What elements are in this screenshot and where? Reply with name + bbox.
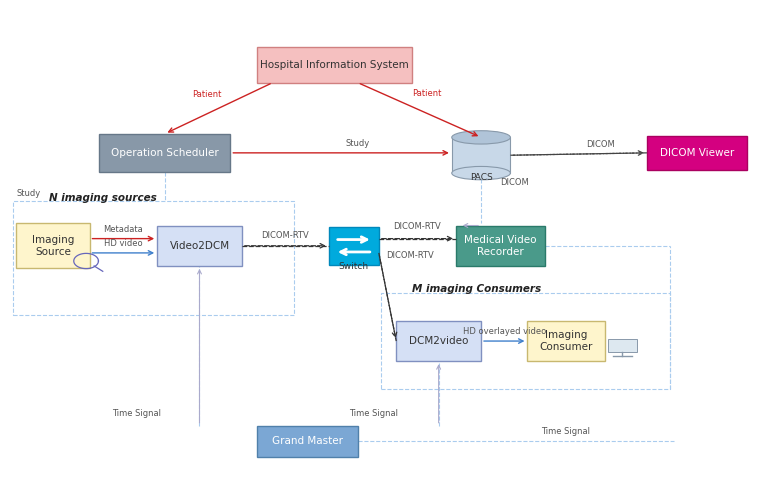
Text: Imaging
Consumer: Imaging Consumer — [539, 330, 593, 352]
Text: DICOM-RTV: DICOM-RTV — [261, 231, 309, 240]
Text: DCM2video: DCM2video — [409, 336, 469, 346]
Text: HD video: HD video — [104, 239, 143, 248]
Text: Time Signal: Time Signal — [542, 428, 591, 436]
Text: HD overlayed video: HD overlayed video — [462, 327, 545, 336]
FancyBboxPatch shape — [99, 134, 230, 172]
Text: Switch: Switch — [339, 262, 369, 270]
Text: DICOM-RTV: DICOM-RTV — [387, 251, 434, 260]
Text: M imaging Consumers: M imaging Consumers — [412, 284, 541, 295]
Text: Medical Video
Recorder: Medical Video Recorder — [464, 235, 537, 256]
Text: Study: Study — [16, 189, 41, 198]
Text: Patient: Patient — [193, 90, 222, 99]
Text: Hospital Information System: Hospital Information System — [260, 60, 409, 70]
FancyBboxPatch shape — [608, 339, 637, 352]
Text: Patient: Patient — [413, 89, 442, 98]
FancyBboxPatch shape — [528, 321, 605, 362]
Text: Imaging
Source: Imaging Source — [32, 235, 74, 256]
Text: Time Signal: Time Signal — [112, 410, 161, 418]
Text: DICOM: DICOM — [500, 178, 529, 187]
Text: N imaging sources: N imaging sources — [49, 193, 157, 203]
FancyBboxPatch shape — [16, 223, 89, 268]
Text: DICOM-RTV: DICOM-RTV — [394, 223, 441, 231]
Text: Grand Master: Grand Master — [272, 436, 343, 446]
Text: Metadata: Metadata — [103, 225, 143, 234]
Text: DICOM Viewer: DICOM Viewer — [660, 148, 734, 158]
Text: Video2DCM: Video2DCM — [169, 241, 229, 251]
FancyBboxPatch shape — [396, 321, 481, 362]
FancyBboxPatch shape — [157, 226, 242, 266]
Ellipse shape — [451, 166, 510, 180]
FancyBboxPatch shape — [456, 226, 545, 266]
FancyBboxPatch shape — [647, 136, 747, 170]
Text: PACS: PACS — [470, 173, 493, 182]
FancyBboxPatch shape — [329, 227, 379, 265]
Text: Operation Scheduler: Operation Scheduler — [111, 148, 218, 158]
Ellipse shape — [451, 131, 510, 144]
FancyBboxPatch shape — [257, 426, 357, 456]
FancyBboxPatch shape — [257, 47, 412, 82]
Bar — [451, 137, 510, 173]
Text: DICOM: DICOM — [587, 140, 615, 149]
Text: Study: Study — [346, 139, 370, 148]
Text: Time Signal: Time Signal — [349, 410, 398, 418]
